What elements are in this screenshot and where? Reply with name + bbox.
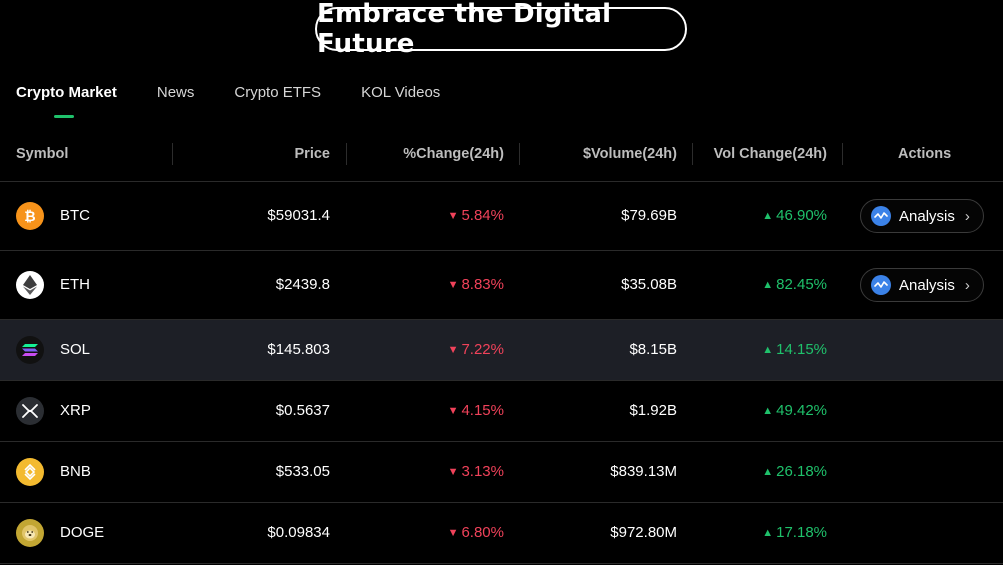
volume-change: ▲ 82.45% — [762, 276, 827, 293]
coin-price: $2439.8 — [275, 276, 330, 293]
tab-crypto-etfs[interactable]: Crypto ETFS — [234, 84, 322, 101]
header-divider — [172, 143, 173, 165]
coin-price: $0.5637 — [275, 402, 330, 419]
up-arrow-icon: ▲ — [762, 210, 774, 222]
volume-change: ▲ 17.18% — [762, 524, 827, 541]
up-arrow-icon: ▲ — [762, 466, 774, 478]
up-arrow-icon: ▲ — [762, 279, 774, 291]
coin-price: $533.05 — [275, 463, 330, 480]
analysis-icon — [871, 275, 891, 295]
coin-symbol: BTC — [60, 207, 90, 224]
bnb-icon — [16, 458, 44, 486]
tab-news[interactable]: News — [156, 84, 195, 101]
ethereum-icon — [16, 271, 44, 299]
price-change: ▼ 6.80% — [447, 524, 504, 541]
up-arrow-icon: ▲ — [762, 344, 774, 356]
price-change: ▼ 3.13% — [447, 463, 504, 480]
down-arrow-icon: ▼ — [447, 405, 459, 417]
table-row[interactable]: BNB $533.05 ▼ 3.13% $839.13M ▲ 26.18% — [0, 442, 1003, 503]
volume-change: ▲ 49.42% — [762, 402, 827, 419]
down-arrow-icon: ▼ — [447, 210, 459, 222]
down-arrow-icon: ▼ — [447, 466, 459, 478]
coin-volume: $35.08B — [621, 276, 677, 293]
table-row[interactable]: DOGE $0.09834 ▼ 6.80% $972.80M ▲ 17.18% — [0, 503, 1003, 564]
solana-icon — [16, 336, 44, 364]
chevron-right-icon: › — [964, 276, 970, 294]
chevron-right-icon: › — [964, 207, 970, 225]
coin-volume: $1.92B — [629, 402, 677, 419]
price-change: ▼ 8.83% — [447, 276, 504, 293]
banner-title: Embrace the Digital Future — [317, 0, 612, 59]
volume-change: ▲ 26.18% — [762, 463, 827, 480]
header-divider — [346, 143, 347, 165]
header-change[interactable]: %Change(24h) — [403, 146, 504, 162]
active-tab-indicator — [54, 115, 74, 118]
analysis-icon — [871, 206, 891, 226]
svg-text:₿: ₿ — [24, 209, 35, 225]
crypto-table: Symbol Price %Change(24h) $Volume(24h) V… — [0, 128, 1003, 564]
promo-banner: Embrace the Digital Future — [315, 0, 687, 59]
down-arrow-icon: ▼ — [447, 527, 459, 539]
header-vol-change[interactable]: Vol Change(24h) — [713, 146, 827, 162]
down-arrow-icon: ▼ — [447, 279, 459, 291]
dogecoin-icon — [16, 519, 44, 547]
coin-symbol: ETH — [60, 276, 90, 293]
up-arrow-icon: ▲ — [762, 527, 774, 539]
price-change: ▼ 4.15% — [447, 402, 504, 419]
table-row[interactable]: ETH $2439.8 ▼ 8.83% $35.08B ▲ 82.45% Analy… — [0, 251, 1003, 320]
coin-volume: $839.13M — [610, 463, 677, 480]
volume-change: ▲ 14.15% — [762, 341, 827, 358]
header-divider — [692, 143, 693, 165]
down-arrow-icon: ▼ — [447, 344, 459, 356]
coin-volume: $972.80M — [610, 524, 677, 541]
header-price[interactable]: Price — [294, 146, 330, 162]
coin-symbol: SOL — [60, 341, 91, 358]
analysis-button[interactable]: Analysis › — [860, 199, 984, 233]
table-header: Symbol Price %Change(24h) $Volume(24h) V… — [0, 128, 1003, 182]
coin-volume: $79.69B — [621, 207, 677, 224]
coin-price: $145.803 — [267, 341, 330, 358]
up-arrow-icon: ▲ — [762, 405, 774, 417]
coin-symbol: BNB — [60, 463, 91, 480]
volume-change: ▲ 46.90% — [762, 207, 827, 224]
header-volume[interactable]: $Volume(24h) — [582, 146, 677, 162]
coin-symbol: DOGE — [60, 524, 105, 541]
table-row[interactable]: SOL $145.803 ▼ 7.22% $8.15B ▲ 14.15% — [0, 320, 1003, 381]
market-tabs: Crypto Market News Crypto ETFS KOL Video… — [16, 84, 480, 120]
coin-price: $0.09834 — [267, 524, 330, 541]
header-actions: Actions — [898, 146, 952, 162]
header-divider — [842, 143, 843, 165]
bitcoin-icon: ₿ — [16, 202, 44, 230]
table-row[interactable]: XRP $0.5637 ▼ 4.15% $1.92B ▲ 49.42% — [0, 381, 1003, 442]
coin-symbol: XRP — [60, 402, 91, 419]
coin-price: $59031.4 — [267, 207, 330, 224]
tab-crypto-market[interactable]: Crypto Market — [16, 84, 117, 120]
price-change: ▼ 5.84% — [447, 207, 504, 224]
header-symbol[interactable]: Symbol — [16, 146, 69, 162]
xrp-icon — [16, 397, 44, 425]
price-change: ▼ 7.22% — [447, 341, 504, 358]
coin-volume: $8.15B — [629, 341, 677, 358]
analysis-button[interactable]: Analysis › — [860, 268, 984, 302]
tab-kol-videos[interactable]: KOL Videos — [361, 84, 441, 101]
table-row[interactable]: ₿ BTC $59031.4 ▼ 5.84% $79.69B ▲ 46.90% An… — [0, 182, 1003, 251]
header-divider — [519, 143, 520, 165]
